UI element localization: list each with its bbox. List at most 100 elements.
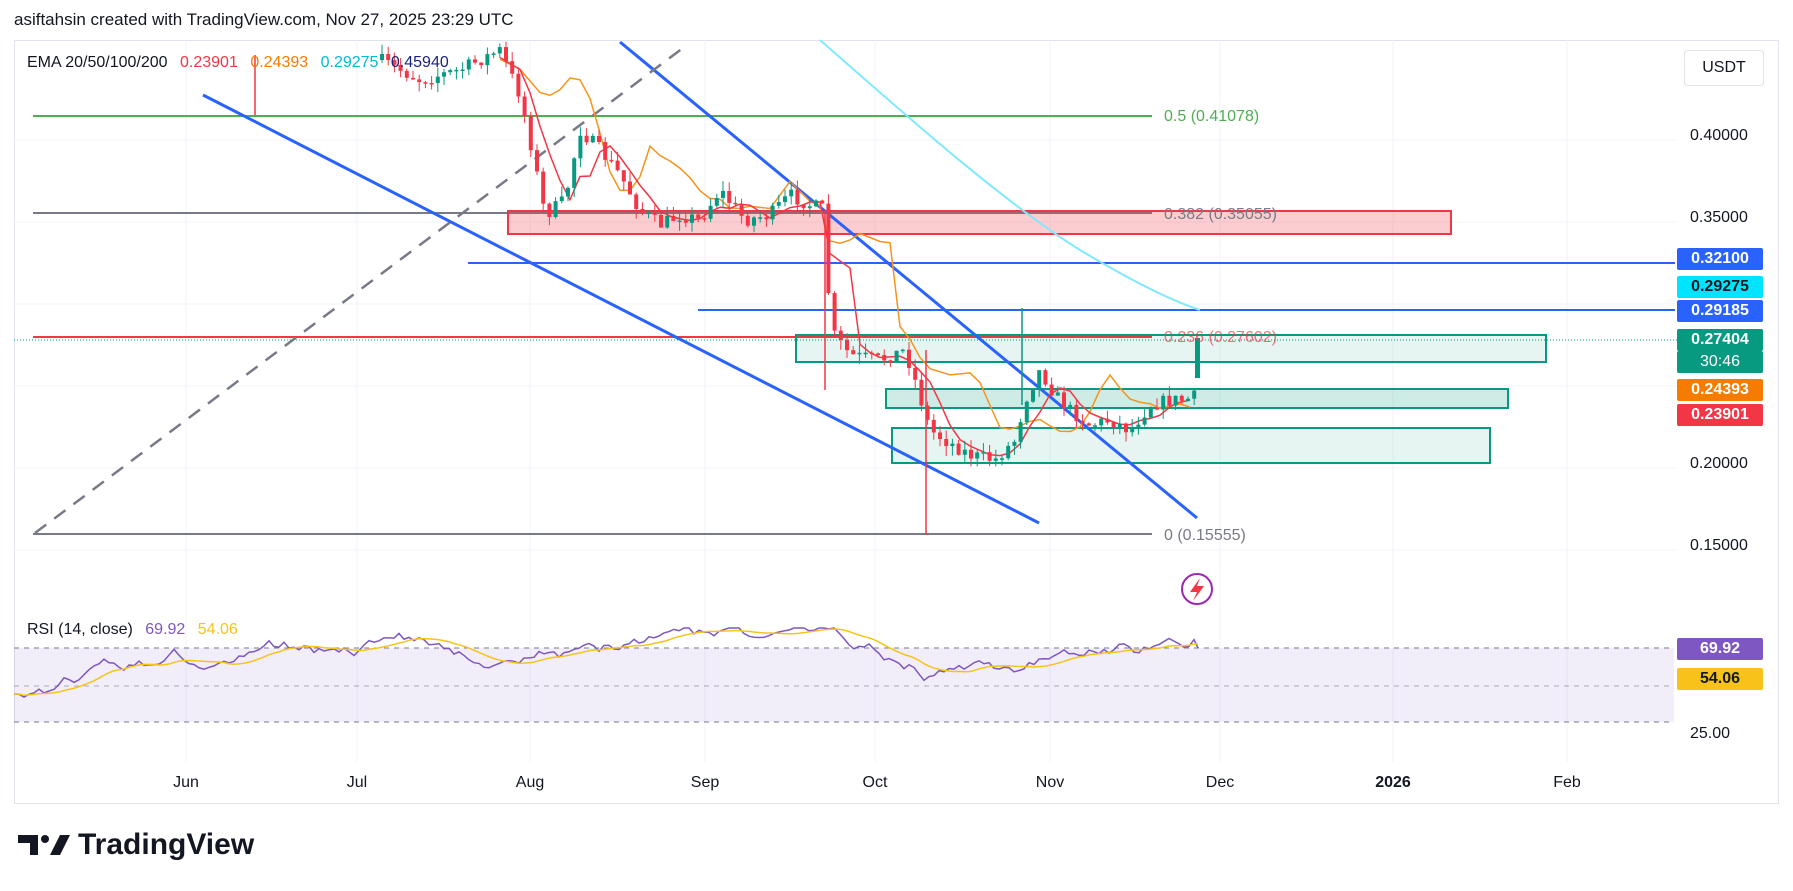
candle-body-51 [696,214,701,219]
candle-body-10 [442,72,446,77]
ema-20-line [499,56,1191,457]
fib-0-236-label: 0.236 (0.27602) [1164,329,1277,346]
candle-body-56 [727,190,732,203]
candle-body-57 [733,202,738,205]
candle-body-64 [776,202,781,206]
candle-body-50 [690,214,694,223]
candle-body-4 [404,70,409,78]
ema-200-line [819,39,1201,311]
currency-selector[interactable]: USDT [1684,50,1764,86]
candle-body-68 [801,204,806,209]
candle-body-15 [473,59,477,63]
candle-body-111 [1068,404,1073,409]
candle-body-38 [615,160,620,171]
price-tick-0-15000: 0.15000 [1690,537,1748,554]
candle-body-62 [764,217,769,220]
descending-trendline-lower [202,93,1040,525]
candlestick-series [254,41,1200,535]
candle-body-93 [956,443,961,455]
tradingview-logo-icon [18,831,70,859]
tradingview-logo[interactable]: TradingView [18,828,254,862]
tag-0-29185: 0.29185 [1677,300,1763,322]
chart-frame [14,40,1779,804]
candle-body-18 [491,53,496,55]
price-tick-0-35000: 0.35000 [1690,209,1748,226]
candle-body-33 [584,135,589,143]
candle-body-100 [1000,458,1004,460]
candle-body-124 [1148,407,1153,418]
candle-body-115 [1093,425,1097,427]
candle-body-125 [1155,407,1159,410]
candle-body-102 [1012,441,1017,446]
candle-body-20 [504,47,508,62]
candle-body-43 [646,212,651,215]
candle-body-109 [1055,392,1060,396]
candle-body-0 [380,54,384,60]
rsi-ma-value: 54.06 [197,621,238,638]
candle-body-96 [975,452,980,459]
candle-body-84 [900,349,905,352]
candle-body-86 [913,367,918,380]
ema-legend: EMA 20/50/100/200 0.23901 0.24393 0.2927… [27,54,449,72]
candle-body-101 [1006,445,1011,459]
candle-body-120 [1124,423,1128,433]
tradingview-logo-text: TradingView [78,828,255,861]
candle-body-78 [863,352,868,355]
candle-body-112 [1074,404,1079,422]
candle-body-79 [869,352,874,355]
ema-100-value: 0.29275 [320,54,379,71]
rsi-tick-25: 25.00 [1690,725,1730,742]
tag-0-32100: 0.32100 [1677,248,1763,270]
candle-body-30 [566,187,570,197]
candle-body-66 [789,189,794,197]
price-tick-0-20000: 0.20000 [1690,455,1748,472]
candle-body-42 [640,208,645,213]
candle-body-58 [739,204,744,216]
candle-body-121 [1130,427,1135,433]
candle-body-37 [609,159,614,162]
candle-body-98 [987,452,992,461]
x-tick-jul: Jul [347,774,367,791]
ema-50-value: 0.24393 [250,54,309,71]
chart-attribution: asiftahsin created with TradingView.com,… [14,10,514,29]
lightning-icon[interactable] [1181,573,1213,605]
x-tick-jun: Jun [173,774,199,791]
candle-body-8 [429,82,434,85]
descending-trendline-upper [619,40,1198,520]
candle-body-113 [1080,421,1085,424]
rsi-ma-line [13,628,1199,696]
candle-body-26 [541,171,546,204]
tag-0-23901: 0.23901 [1677,404,1763,426]
candle-body-122 [1136,424,1141,428]
candle-body-36 [603,142,608,160]
candle-body-83 [894,350,899,363]
tag-countdown: 30:46 [1677,351,1763,373]
candle-body-5 [411,77,415,80]
ema-200-value: 0.45940 [390,54,449,71]
candle-body-40 [628,181,632,195]
candle-body-14 [466,59,471,70]
chart-grid [14,40,1677,762]
ema-legend-label: EMA 20/50/100/200 [27,54,168,71]
candle-body-60 [752,217,756,226]
tag-rsi-ma: 54.06 [1677,668,1763,690]
x-tick-2026: 2026 [1375,774,1411,791]
x-tick-feb: Feb [1553,774,1581,791]
tag-rsi: 69.92 [1677,638,1763,660]
candle-body-19 [497,47,502,54]
x-tick-dec: Dec [1206,774,1234,791]
candle-body-67 [795,189,800,205]
candle-body-110 [1062,392,1066,409]
fib-0-5-label: 0.5 (0.41078) [1164,108,1259,125]
fib-0-382-label: 0.382 (0.35055) [1164,206,1277,223]
candle-body-49 [683,220,688,223]
candle-body-89 [931,419,936,433]
candle-body-80 [876,353,880,356]
ema-20-value: 0.23901 [180,54,238,71]
candle-body-97 [981,452,986,454]
candle-body-9 [435,76,440,84]
candle-body-74 [838,330,843,340]
candle-body-118 [1111,422,1116,428]
candle-body-63 [770,205,775,220]
